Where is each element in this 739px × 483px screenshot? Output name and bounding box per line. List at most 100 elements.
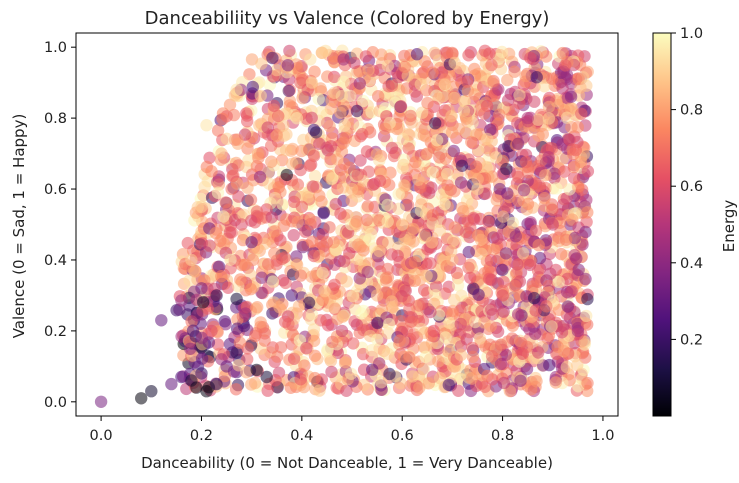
- data-point: [328, 278, 341, 291]
- data-point: [469, 160, 483, 173]
- data-point: [233, 336, 247, 349]
- data-point: [529, 304, 542, 317]
- data-point: [274, 341, 288, 354]
- y-tick-label: 0.2: [44, 324, 67, 340]
- data-point: [375, 48, 388, 61]
- data-point: [278, 251, 291, 264]
- data-point: [328, 70, 341, 84]
- data-point: [370, 148, 383, 161]
- data-point: [343, 247, 356, 260]
- data-point: [364, 227, 378, 240]
- data-point: [254, 316, 267, 329]
- data-point: [523, 258, 537, 272]
- data-point: [496, 263, 509, 277]
- data-point: [234, 273, 247, 286]
- data-point: [382, 317, 396, 331]
- data-point: [185, 253, 198, 267]
- data-point: [529, 224, 543, 237]
- data-point: [457, 205, 470, 218]
- data-point: [385, 141, 399, 155]
- data-point: [455, 159, 469, 172]
- data-point: [565, 120, 578, 134]
- data-point: [211, 186, 225, 199]
- data-point: [217, 210, 230, 223]
- colorbar-tick-label: 0.8: [680, 103, 703, 119]
- data-point: [464, 271, 477, 284]
- data-point: [334, 207, 347, 220]
- data-point: [294, 373, 307, 386]
- data-point: [442, 345, 455, 358]
- data-point: [184, 342, 197, 355]
- data-point: [516, 347, 529, 360]
- data-point: [520, 362, 534, 376]
- data-point: [539, 169, 552, 182]
- data-point: [511, 308, 525, 321]
- data-point: [454, 340, 468, 353]
- data-point: [487, 74, 500, 88]
- data-point: [360, 145, 374, 158]
- data-point: [235, 218, 248, 231]
- data-point: [265, 211, 278, 224]
- data-point: [572, 263, 585, 276]
- data-point: [381, 59, 395, 72]
- data-point: [195, 331, 209, 345]
- data-point: [570, 252, 583, 265]
- data-point: [546, 218, 559, 231]
- data-point: [521, 166, 535, 179]
- data-point: [533, 179, 547, 193]
- data-point: [250, 205, 264, 218]
- data-point: [379, 122, 392, 135]
- data-point: [340, 384, 353, 397]
- data-point: [483, 272, 496, 286]
- data-point: [339, 131, 352, 145]
- data-point: [579, 225, 592, 239]
- data-point: [224, 253, 237, 266]
- data-point: [472, 229, 485, 242]
- data-point: [258, 334, 271, 347]
- data-point: [370, 289, 384, 302]
- data-point: [284, 381, 297, 394]
- data-point: [396, 218, 409, 231]
- data-point: [462, 49, 475, 62]
- data-point: [517, 184, 531, 197]
- data-point: [268, 225, 281, 238]
- data-point: [323, 120, 336, 133]
- data-point: [245, 214, 258, 227]
- data-point: [356, 127, 369, 141]
- data-point: [371, 333, 384, 346]
- data-point: [422, 377, 435, 390]
- data-point: [475, 247, 488, 260]
- data-point: [382, 326, 395, 340]
- data-point: [326, 335, 339, 349]
- data-point: [235, 258, 248, 272]
- data-point: [471, 173, 484, 186]
- data-point: [445, 109, 458, 123]
- data-point: [393, 110, 406, 123]
- data-point: [406, 370, 419, 383]
- data-point: [548, 167, 561, 180]
- data-point: [366, 363, 379, 376]
- x-tick-label: 0.6: [391, 428, 414, 444]
- colorbar-title: Energy: [720, 200, 738, 253]
- data-point: [557, 198, 570, 211]
- data-point: [460, 112, 473, 126]
- data-point: [191, 309, 204, 322]
- data-point: [248, 329, 262, 343]
- data-point: [396, 162, 409, 175]
- data-point: [200, 385, 213, 398]
- data-point: [568, 171, 581, 185]
- data-point: [410, 90, 423, 103]
- data-point: [454, 176, 468, 189]
- data-point: [497, 275, 510, 288]
- data-point: [381, 198, 394, 212]
- data-point: [251, 147, 265, 160]
- data-point: [493, 108, 506, 121]
- data-point: [581, 165, 595, 178]
- data-point: [404, 315, 418, 328]
- data-point: [344, 367, 358, 380]
- colorbar: 0.2 0.4 0.6 0.8 1.0 Energy: [652, 26, 738, 417]
- data-point: [183, 274, 196, 287]
- data-point: [303, 159, 317, 172]
- data-point: [241, 353, 254, 366]
- data-point: [230, 322, 244, 335]
